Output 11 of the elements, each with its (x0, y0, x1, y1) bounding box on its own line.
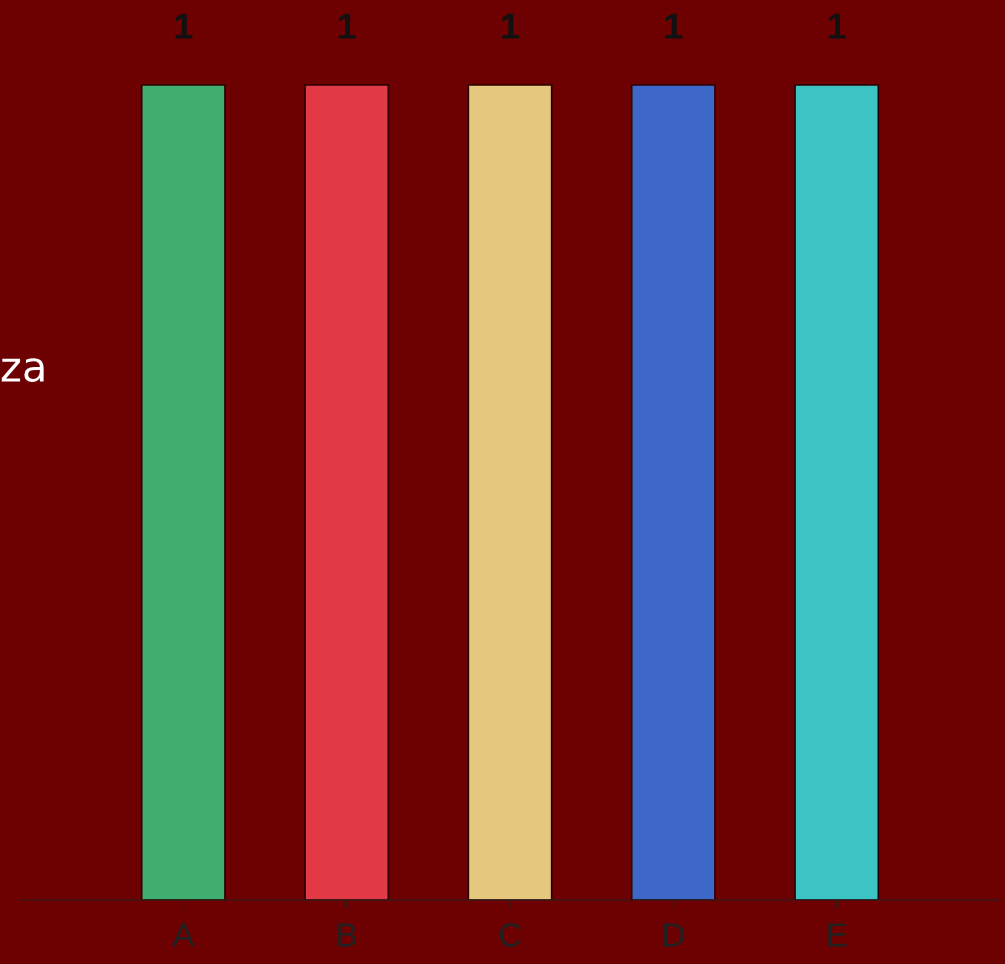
data-label: 1 (175, 13, 193, 39)
data-label: 1 (665, 13, 683, 39)
data-label: 1 (338, 13, 356, 39)
data-label: 1 (502, 13, 520, 39)
x-tick-label: E (828, 923, 847, 947)
annotation: za (1, 358, 44, 383)
data-label: 1 (828, 13, 846, 39)
x-tick-label: B (338, 923, 357, 947)
x-tick-label: C (499, 923, 521, 947)
x-tick-label: A (172, 923, 195, 947)
x-tick-label: D (664, 923, 684, 947)
